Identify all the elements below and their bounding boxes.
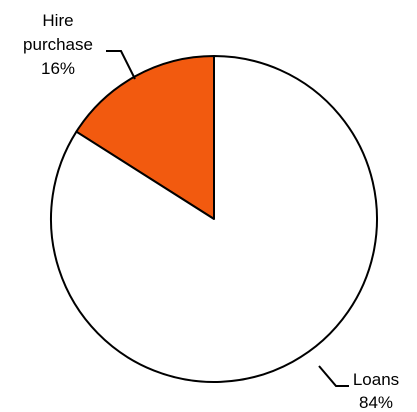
leader-lines [106,50,349,387]
pie-slice-loans [50,55,378,383]
slice-label-hire-line2: purchase [23,35,93,54]
pie-labels: Hire purchase 16% Loans 84% [23,11,399,412]
leader-line-hire [106,50,136,80]
pie-slice-hire-purchase [75,55,215,220]
slice-value-hire: 16% [41,59,75,78]
leader-line-loans [318,365,349,387]
pie-slices [50,55,378,383]
slice-label-hire-line1: Hire [42,11,73,30]
slice-label-loans: Loans [353,370,399,389]
slice-value-loans: 84% [359,393,393,412]
